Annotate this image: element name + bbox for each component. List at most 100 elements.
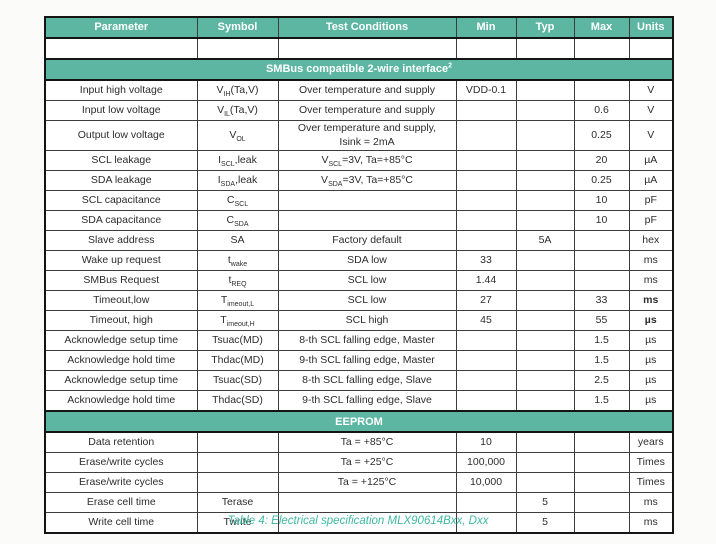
cell-min [455,210,517,232]
cell-units: µs [628,390,674,412]
cell-conditions: SCL low [277,290,457,312]
cell-typ [515,210,575,232]
cell-max: 0.25 [573,119,630,152]
cell-max: 0.6 [573,100,630,121]
empty-cell [277,37,457,60]
section-row: EEPROM [44,410,674,434]
empty-cell [455,37,517,60]
cell-symbol: CSCL [196,190,279,212]
cell-parameter: Acknowledge hold time [44,390,198,412]
spacer-row [44,37,674,60]
cell-min: 27 [455,290,517,312]
cell-symbol: VOL [196,119,279,152]
cell-min: 33 [455,250,517,272]
section-label: SMBus compatible 2-wire interface2 [44,58,674,81]
spec-row: Erase/write cycles Ta = +25°C 100,000 Times [44,452,674,474]
cell-units: ms [628,492,674,514]
cell-symbol: Thdac(MD) [196,350,279,372]
cell-units: hex [628,230,674,252]
cell-parameter: Input low voltage [44,100,198,121]
cell-parameter: Acknowledge setup time [44,330,198,352]
cell-conditions: Over temperature and supply [277,100,457,121]
cell-typ [515,431,575,454]
spec-row: Erase/write cycles Ta = +125°C 10,000 Times [44,472,674,494]
cell-max [573,492,630,514]
cell-conditions: 9-th SCL falling edge, Slave [277,390,457,412]
cell-typ [515,390,575,412]
spec-row: Acknowledge setup time Tsuac(SD) 8-th SCL … [44,370,674,392]
spec-row: Wake up request twake SDA low 33 ms [44,250,674,272]
cell-min [455,390,517,412]
cell-parameter: Erase/write cycles [44,452,198,474]
cell-parameter: Write cell time [44,512,198,534]
cell-units: µA [628,170,674,192]
cell-min [455,330,517,352]
cell-max: 55 [573,310,630,332]
cell-units: V [628,79,674,101]
empty-cell [44,37,198,60]
cell-conditions: Over temperature and supply [277,79,457,101]
cell-units: pF [628,210,674,232]
table-caption: Table 4: Electrical specification MLX906… [227,515,489,527]
header-cell-typ: Typ [515,16,575,39]
cell-symbol [196,431,279,454]
cell-units: µs [628,370,674,392]
cell-min [455,119,517,152]
cell-parameter: Acknowledge setup time [44,370,198,392]
cell-conditions: VSDA=3V, Ta=+85°C [277,170,457,192]
cell-conditions: 8-th SCL falling edge, Master [277,330,457,352]
cell-min [455,150,517,172]
cell-max [573,472,630,494]
cell-max: 0.25 [573,170,630,192]
table-body: SMBus compatible 2-wire interface2 Input … [44,37,674,534]
spec-row: SDA capacitance CSDA 10 pF [44,210,674,232]
electrical-spec-table: Parameter Symbol Test Conditions Min Typ Max U… [44,16,674,535]
cell-conditions: Over temperature and supply, Isink = 2mA [277,119,457,152]
cell-conditions: 9-th SCL falling edge, Master [277,350,457,372]
header-cell-min: Min [455,16,517,39]
cell-parameter: Wake up request [44,250,198,272]
cell-parameter: SDA leakage [44,170,198,192]
cell-typ [515,150,575,172]
cell-conditions: SDA low [277,250,457,272]
cell-max [573,230,630,252]
cell-typ [515,119,575,152]
cell-min [455,170,517,192]
cell-parameter: SDA capacitance [44,210,198,232]
cell-symbol [196,452,279,474]
cell-symbol: SA [196,230,279,252]
cell-min [455,370,517,392]
cell-max: 10 [573,190,630,212]
cell-typ [515,100,575,121]
cell-min: 10 [455,431,517,454]
cell-units: ms [628,250,674,272]
spec-row: SDA leakage ISDA,leak VSDA=3V, Ta=+85°C 0.2… [44,170,674,192]
cell-symbol: Tsuac(SD) [196,370,279,392]
cell-units: V [628,119,674,152]
cell-conditions: SCL high [277,310,457,332]
empty-cell [196,37,279,60]
cell-parameter: Input high voltage [44,79,198,101]
section-label: EEPROM [44,410,674,434]
cell-conditions: Ta = +125°C [277,472,457,494]
cell-conditions [277,210,457,232]
cell-max: 1.5 [573,350,630,372]
spec-row: Timeout, high Timeout,H SCL high 45 55 µs [44,310,674,332]
header-cell-parameter: Parameter [44,16,198,39]
cell-min [455,100,517,121]
cell-symbol: Timeout,H [196,310,279,332]
cell-max: 10 [573,210,630,232]
cell-conditions: SCL low [277,270,457,292]
cell-max: 1.5 [573,330,630,352]
cell-symbol: Tsuac(MD) [196,330,279,352]
cell-conditions: 8-th SCL falling edge, Slave [277,370,457,392]
header-cell-test-conditions: Test Conditions [277,16,457,39]
header-row: Parameter Symbol Test Conditions Min Typ Max U… [44,16,674,39]
cell-symbol: VIL(Ta,V) [196,100,279,121]
spec-row: Slave address SA Factory default 5A hex [44,230,674,252]
cell-conditions: Ta = +25°C [277,452,457,474]
spec-row: Input low voltage VIL(Ta,V) Over temperatu… [44,100,674,121]
cell-conditions: Factory default [277,230,457,252]
cell-max [573,79,630,101]
cell-symbol: ISCL,leak [196,150,279,172]
